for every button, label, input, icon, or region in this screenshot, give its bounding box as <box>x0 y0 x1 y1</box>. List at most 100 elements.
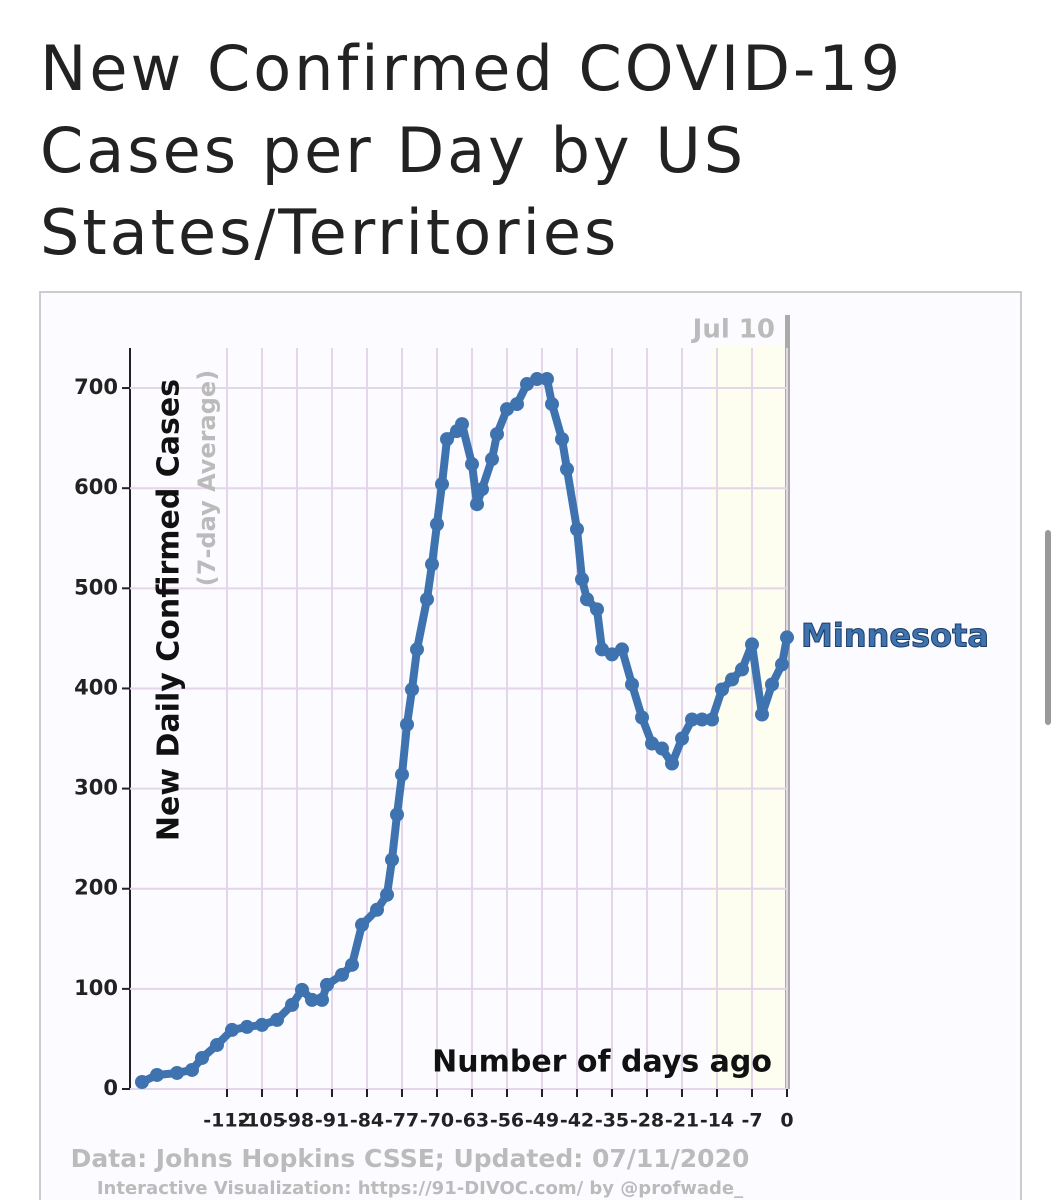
point <box>470 497 484 512</box>
point <box>775 657 789 672</box>
x-tick-label: -63 <box>455 1110 489 1132</box>
x-tick-label: -42 <box>560 1110 594 1132</box>
point <box>255 1017 269 1032</box>
point <box>780 630 794 645</box>
x-tick-label: -7 <box>741 1110 762 1132</box>
point <box>695 712 709 727</box>
page-title: New Confirmed COVID-19 Cases per Day by … <box>40 32 904 269</box>
point <box>635 710 649 725</box>
point <box>705 712 719 727</box>
series-label: Minnesota <box>801 616 989 654</box>
point <box>185 1062 199 1077</box>
point <box>395 767 409 782</box>
chart-frame <box>39 291 1022 1200</box>
point <box>410 642 424 657</box>
credit: Interactive Visualization: https://91-DI… <box>97 1178 743 1199</box>
point <box>685 712 699 727</box>
y-axis-sublabel: (7-day Average) <box>193 370 221 586</box>
point <box>490 427 504 442</box>
point <box>735 662 749 677</box>
point <box>425 557 439 572</box>
point <box>570 522 584 537</box>
point <box>625 677 639 692</box>
recent-highlight <box>712 345 787 1089</box>
x-tick-label: -98 <box>280 1110 314 1132</box>
point <box>465 457 479 472</box>
x-tick-label: -35 <box>595 1110 629 1132</box>
y-tick-label: 700 <box>74 375 118 399</box>
x-tick-label: -105 <box>238 1110 286 1132</box>
x-tick-label: 0 <box>780 1110 793 1132</box>
point <box>420 592 434 607</box>
line <box>140 375 791 1086</box>
point <box>370 902 384 917</box>
point <box>560 462 574 477</box>
point <box>545 397 559 412</box>
point <box>305 992 319 1007</box>
point <box>590 602 604 617</box>
point <box>755 707 769 722</box>
point <box>575 572 589 587</box>
y-tick-label: 500 <box>74 575 118 599</box>
point <box>675 731 689 746</box>
point <box>435 477 449 492</box>
point <box>390 807 404 822</box>
point <box>715 682 729 697</box>
y-tick-label: 400 <box>74 675 118 699</box>
date-annotation: Jul 10 <box>691 315 775 345</box>
point <box>665 756 679 771</box>
point <box>385 852 399 867</box>
point <box>580 592 594 607</box>
y-axis-label: New Daily Confirmed Cases <box>152 379 187 841</box>
scrollbar <box>1045 530 1051 725</box>
point <box>485 452 499 467</box>
point <box>540 372 554 387</box>
y-tick-label: 200 <box>74 876 118 900</box>
point <box>150 1067 164 1082</box>
marks: Minnesota <box>135 372 990 1089</box>
y-tick-label: 100 <box>74 976 118 1000</box>
point <box>530 372 544 387</box>
x-tick-label: -112 <box>203 1110 251 1132</box>
point <box>725 672 739 687</box>
source: Data: Johns Hopkins CSSE; Updated: 07/11… <box>71 1144 750 1173</box>
point <box>555 432 569 447</box>
point <box>195 1050 209 1065</box>
point <box>405 682 419 697</box>
point <box>745 637 759 652</box>
point <box>170 1065 184 1080</box>
point <box>510 397 524 412</box>
point <box>355 917 369 932</box>
x-tick-label: -49 <box>525 1110 559 1132</box>
point <box>655 741 669 756</box>
point <box>225 1022 239 1037</box>
x-tick-label: -84 <box>350 1110 384 1132</box>
x-tick-label: -77 <box>385 1110 419 1132</box>
point <box>210 1037 224 1052</box>
point <box>615 642 629 657</box>
point <box>345 957 359 972</box>
x-tick-label: -28 <box>630 1110 664 1132</box>
point <box>270 1012 284 1027</box>
point <box>315 992 329 1007</box>
point <box>320 977 334 992</box>
point <box>475 482 489 497</box>
point <box>135 1074 149 1089</box>
x-tick-label: -21 <box>665 1110 699 1132</box>
y-tick-label: 300 <box>74 776 118 800</box>
point <box>285 997 299 1012</box>
point <box>380 887 394 902</box>
point <box>295 982 309 997</box>
y-tick-label: 0 <box>103 1076 118 1100</box>
point <box>335 967 349 982</box>
point <box>455 417 469 432</box>
point <box>440 432 454 447</box>
x-tick-label: -70 <box>420 1110 454 1132</box>
point <box>240 1019 254 1034</box>
x-tick-label: -91 <box>315 1110 349 1132</box>
x-tick-label: -56 <box>490 1110 524 1132</box>
x-axis-label: Number of days ago <box>432 1045 772 1080</box>
